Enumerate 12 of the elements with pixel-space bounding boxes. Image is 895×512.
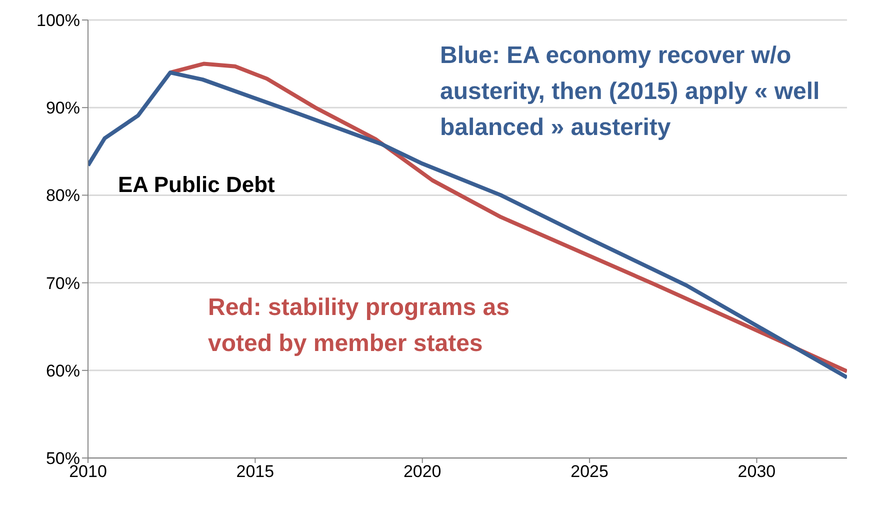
y-tick-label: 90% — [46, 98, 80, 118]
y-tick-label: 80% — [46, 186, 80, 206]
x-tick-label: 2025 — [570, 462, 608, 482]
annotation: Red: stability programs as voted by member states — [208, 293, 510, 359]
y-tick-label: 70% — [46, 274, 80, 293]
x-tick-label: 2030 — [738, 462, 776, 482]
annotation: Blue: EA economy recover w/o austerity, then (2015) apply « well balanced » austerity — [440, 41, 821, 143]
y-tick-label: 100% — [36, 11, 80, 30]
x-tick-label: 2015 — [236, 462, 274, 482]
x-tick-label: 2020 — [403, 462, 442, 482]
y-tick-label: 60% — [46, 361, 80, 380]
text: EA Public Debt — [118, 172, 275, 198]
